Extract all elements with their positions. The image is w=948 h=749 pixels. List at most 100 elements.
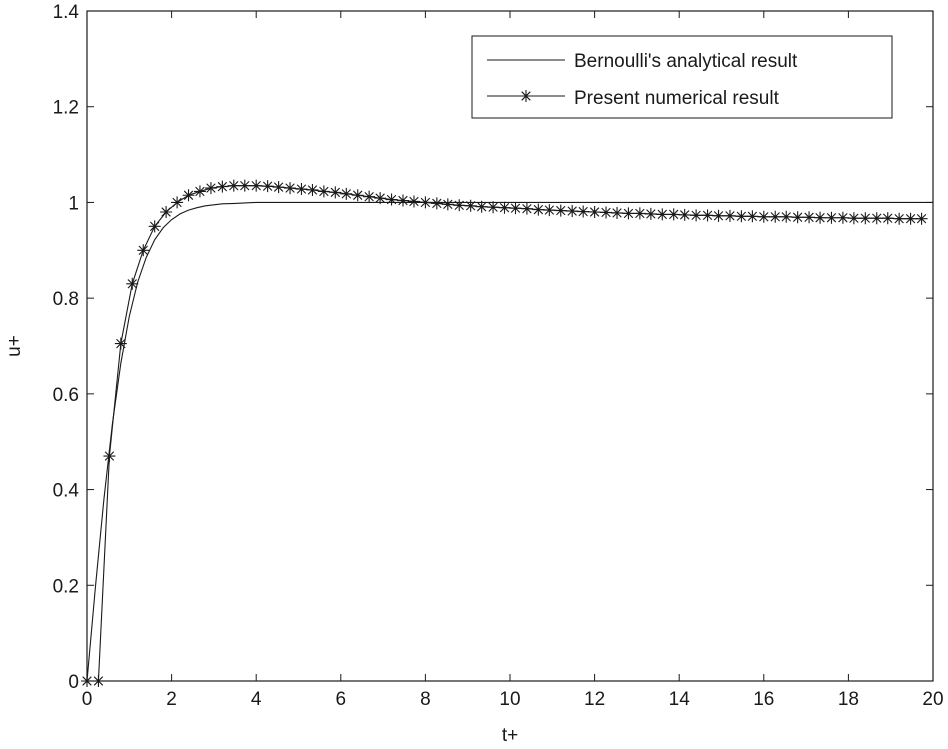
legend-label-analytical: Bernoulli's analytical result — [574, 51, 798, 72]
y-tick-label: 1.4 — [53, 2, 80, 23]
numerical-series-marker — [148, 220, 161, 233]
numerical-series-marker — [419, 196, 432, 209]
numerical-series-marker — [915, 212, 928, 225]
numerical-series-marker — [723, 209, 736, 222]
numerical-series-marker — [520, 202, 533, 215]
numerical-series-marker — [622, 207, 635, 220]
x-tick-label: 0 — [82, 689, 93, 710]
legend: Bernoulli's analytical result Present nu… — [471, 35, 893, 119]
y-tick-label: 0.6 — [53, 385, 79, 406]
numerical-series-marker — [272, 181, 285, 194]
numerical-series-marker — [803, 211, 816, 224]
numerical-series-marker — [204, 182, 217, 195]
x-tick-label: 8 — [420, 689, 431, 710]
numerical-series-marker — [126, 277, 139, 290]
numerical-series-marker — [566, 205, 579, 218]
legend-box — [471, 35, 893, 119]
y-tick-label: 0 — [68, 672, 79, 693]
ticks-layer: 0 2 4 6 8 10 12 14 16 18 20 0 0.2 0.4 0.6 0.8 1 1.2 1.4 — [53, 2, 944, 710]
numerical-series-marker — [407, 195, 420, 208]
numerical-series-marker — [396, 194, 409, 207]
numerical-series-marker — [351, 189, 364, 202]
numerical-series-marker — [193, 185, 206, 198]
numerical-series-marker — [487, 201, 500, 214]
numerical-series-marker — [284, 182, 297, 195]
numerical-series-marker — [690, 209, 703, 222]
numerical-series-marker — [757, 210, 770, 223]
y-tick-label: 0.8 — [53, 289, 79, 310]
numerical-series-marker — [261, 180, 274, 193]
numerical-series-marker — [847, 212, 860, 225]
numerical-series-marker — [363, 190, 376, 203]
numerical-series-marker — [171, 196, 184, 209]
x-tick-label: 6 — [336, 689, 347, 710]
numerical-series-marker — [103, 450, 116, 463]
numerical-series-marker — [893, 212, 906, 225]
numerical-series-marker — [678, 208, 691, 221]
y-tick-label: 1 — [68, 193, 79, 214]
x-tick-label: 18 — [838, 689, 859, 710]
numerical-series-marker — [735, 210, 748, 223]
numerical-series-marker — [306, 183, 319, 196]
numerical-series-marker — [554, 204, 567, 217]
x-tick-label: 14 — [669, 689, 691, 710]
numerical-series-marker — [633, 207, 646, 220]
numerical-series-marker — [475, 200, 488, 213]
x-tick-label: 2 — [166, 689, 177, 710]
y-axis-label: u+ — [4, 335, 25, 357]
numerical-series-marker — [644, 207, 657, 220]
numerical-series-marker — [238, 179, 251, 192]
y-tick-label: 1.2 — [53, 98, 79, 119]
x-tick-label: 4 — [251, 689, 262, 710]
numerical-series-marker — [769, 210, 782, 223]
x-tick-label: 12 — [584, 689, 605, 710]
numerical-series-marker — [588, 206, 601, 218]
x-tick-label: 16 — [753, 689, 774, 710]
numerical-series-marker — [611, 206, 624, 219]
numerical-series-marker — [532, 203, 545, 216]
numerical-series-marker — [836, 211, 849, 224]
numerical-series-marker — [577, 205, 590, 218]
numerical-series-marker — [227, 179, 240, 192]
numerical-series-marker — [216, 180, 229, 193]
numerical-series-marker — [600, 206, 613, 219]
numerical-series-marker — [464, 199, 477, 212]
numerical-series-marker — [498, 201, 511, 214]
numerical-series-marker — [881, 212, 894, 225]
numerical-series-marker — [780, 210, 793, 223]
numerical-series-marker — [374, 192, 387, 205]
x-tick-label: 20 — [922, 689, 943, 710]
series-layer — [81, 179, 933, 687]
numerical-series-marker — [746, 210, 759, 223]
numerical-series-marker — [701, 209, 714, 222]
numerical-series-marker — [656, 208, 669, 221]
numerical-series-marker — [904, 212, 917, 225]
numerical-series-marker — [509, 202, 522, 215]
x-axis-label: t+ — [502, 725, 518, 746]
legend-marker-numerical — [520, 90, 532, 102]
numerical-series-marker — [712, 209, 725, 222]
numerical-series-marker — [814, 211, 827, 224]
numerical-series-marker — [317, 185, 330, 198]
numerical-series-marker — [295, 183, 308, 196]
numerical-series-marker — [453, 199, 466, 212]
numerical-series-marker — [441, 198, 454, 211]
legend-label-numerical: Present numerical result — [574, 88, 780, 109]
numerical-series-marker — [114, 337, 127, 350]
numerical-series-marker — [667, 208, 680, 221]
plot-area — [87, 11, 933, 681]
numerical-series-marker — [791, 211, 804, 224]
numerical-series-marker — [160, 206, 173, 218]
numerical-series-marker — [859, 212, 872, 225]
numerical-series-marker — [329, 186, 342, 199]
numerical-series-marker — [825, 211, 838, 224]
x-tick-label: 10 — [499, 689, 520, 710]
y-tick-label: 0.4 — [53, 481, 80, 502]
numerical-series-marker — [250, 179, 263, 192]
y-tick-label: 0.2 — [53, 576, 79, 597]
numerical-series-marker — [430, 197, 443, 210]
numerical-series-marker — [137, 244, 150, 257]
numerical-series-marker — [385, 193, 398, 206]
numerical-series-marker — [543, 204, 556, 217]
